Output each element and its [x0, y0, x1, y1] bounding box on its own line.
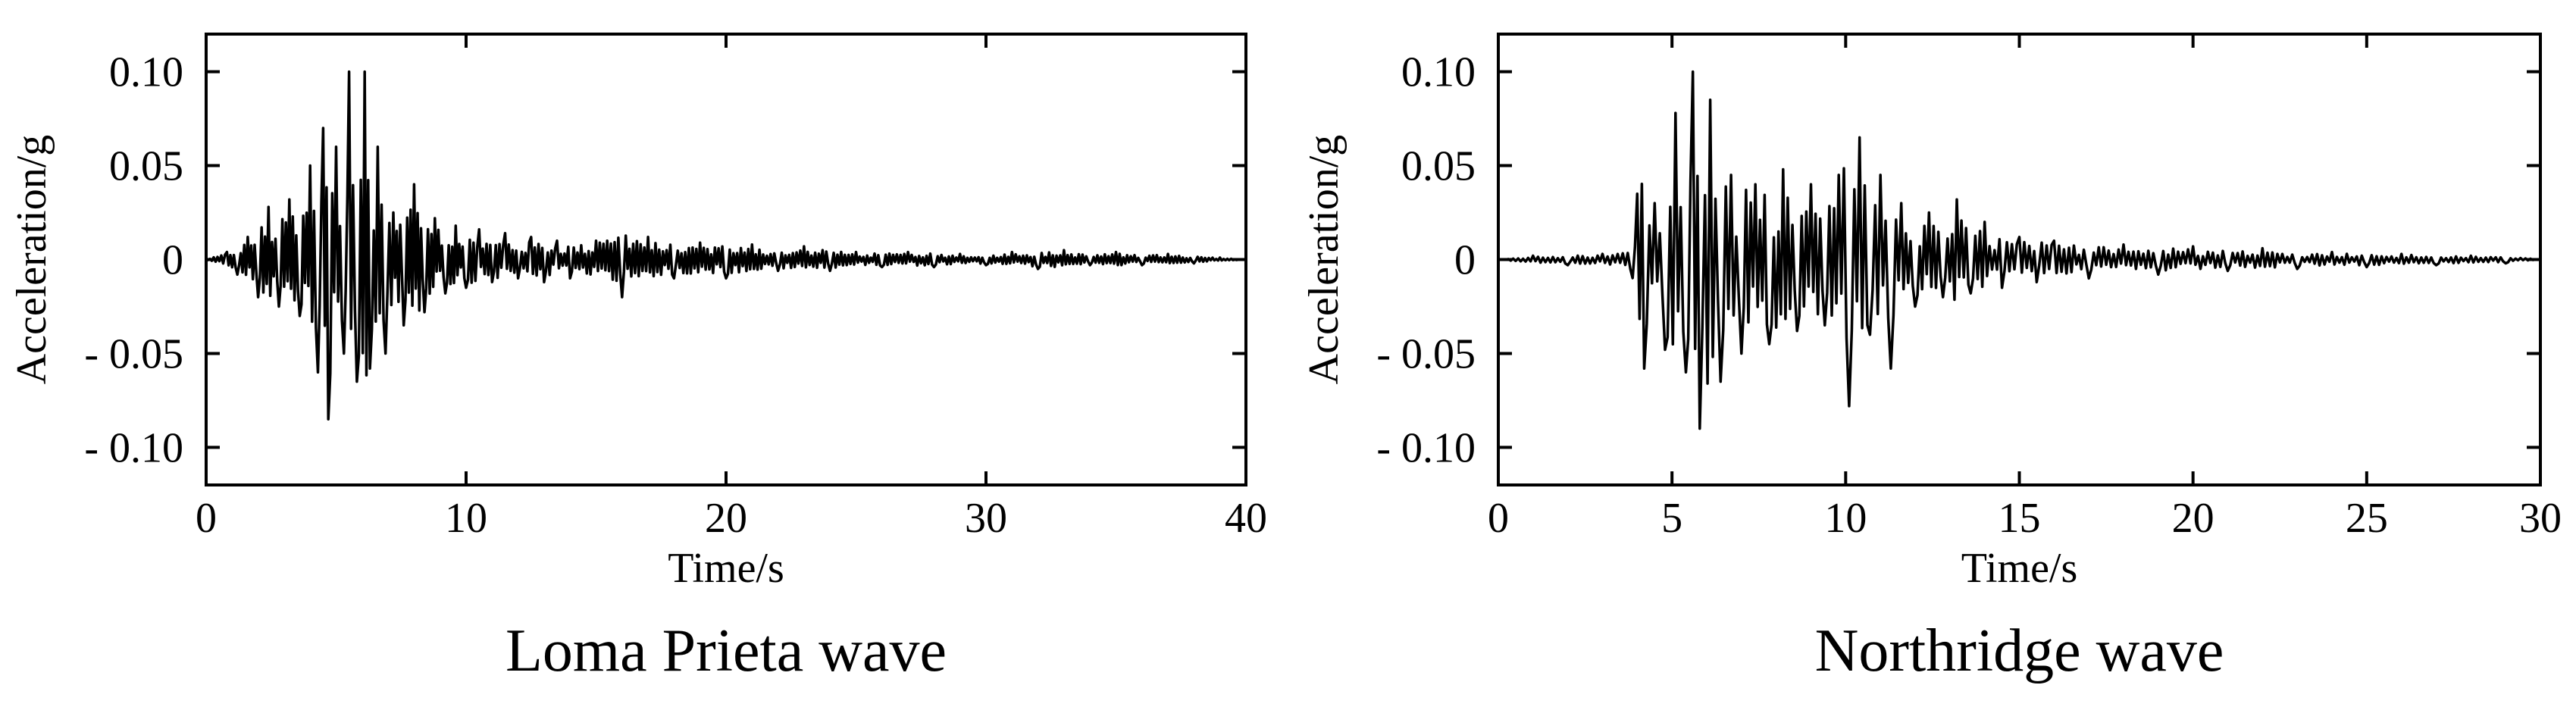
x-tick-label: 0: [196, 495, 217, 542]
y-axis-label: Acceleration/g: [8, 135, 55, 385]
x-tick-label: 20: [2172, 495, 2214, 542]
x-tick-label: 5: [1661, 495, 1682, 542]
x-tick-label: 10: [1824, 495, 1867, 542]
x-axis-label: Time/s: [1961, 545, 2078, 592]
x-tick-label: 30: [2519, 495, 2562, 542]
x-tick-label: 40: [1225, 495, 1267, 542]
y-tick-label: 0.05: [109, 143, 183, 190]
x-tick-label: 25: [2346, 495, 2388, 542]
y-tick-label: 0: [1454, 237, 1476, 284]
x-axis-label: Time/s: [668, 545, 784, 592]
y-tick-label: - 0.05: [1376, 330, 1476, 377]
chart-title: Northridge wave: [1815, 618, 2224, 684]
chart-title: Loma Prieta wave: [505, 618, 947, 684]
series-line-1: [205, 70, 1247, 421]
y-axis-label: Acceleration/g: [1301, 135, 1347, 385]
y-tick-label: - 0.10: [84, 424, 183, 471]
chart-1: 0.10 0.05 0 - 0.05 - 0.10 0 10 20 30 40 Time/s Acce…: [8, 33, 1267, 684]
x-tick-label: 0: [1488, 495, 1509, 542]
x-tick-label: 20: [705, 495, 747, 542]
x-tick-label: 30: [965, 495, 1007, 542]
x-tick-label: 10: [445, 495, 487, 542]
y-tick-label: 0.10: [1401, 49, 1476, 96]
y-tick-label: - 0.10: [1376, 424, 1476, 471]
y-tick-label: - 0.05: [84, 330, 183, 377]
x-tick-label: 15: [1999, 495, 2041, 542]
y-tick-label: 0: [162, 237, 183, 284]
y-tick-label: 0.05: [1401, 143, 1476, 190]
series-line-1: [1498, 70, 2541, 430]
y-tick-label: 0.10: [109, 49, 183, 96]
chart-2: 0.10 0.05 0 - 0.05 - 0.10 0 5 10 15 20 25 30 Time/s A…: [1301, 33, 2562, 684]
